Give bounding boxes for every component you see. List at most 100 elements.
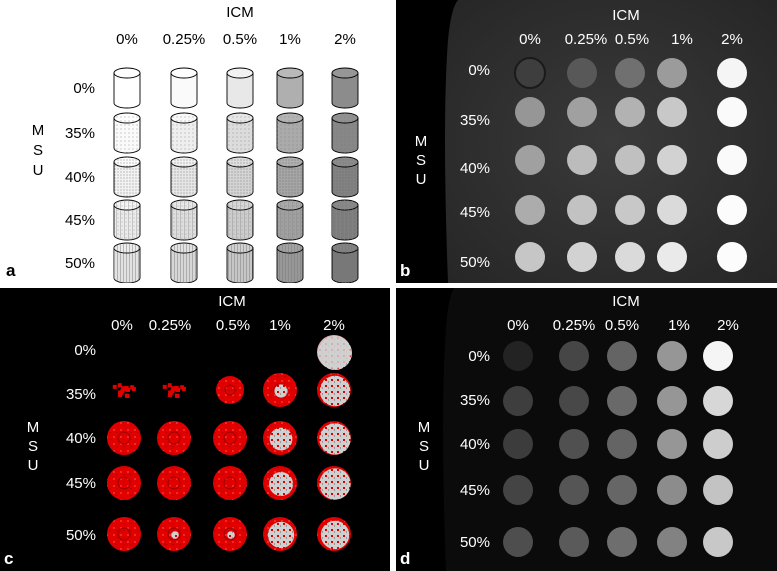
panel-b-msu-tick-1: 35% [460,112,490,129]
disk-r3-c0 [515,195,545,225]
disk-r0-c4 [717,58,747,88]
disk-r1-c2 [615,97,645,127]
disk-r4-c0 [503,527,533,557]
cylinder-r3-c2 [226,199,254,241]
overlay-disk-r1-c4 [317,373,351,407]
disk-r4-c3 [657,527,687,557]
disk-r2-c3 [657,145,687,175]
panel-b-icm-title: ICM [612,7,640,24]
disk-r3-c3 [657,475,687,505]
cylinder-r0-c4 [331,67,359,109]
overlay-disk-r2-c4 [317,421,351,455]
disk-r3-c0 [503,475,533,505]
cylinder-r4-c3 [276,242,304,283]
overlay-disk-r3-c4 [317,466,351,500]
disk-r1-c4 [717,97,747,127]
disk-r2-c2 [607,429,637,459]
cylinder-r4-c0 [113,242,141,283]
panel-d-msu-tick-0: 0% [468,348,490,365]
overlay-disk-r4-c4 [317,517,351,551]
cylinder-r4-c1 [170,242,198,283]
panel-d-icm-tick-3: 1% [668,317,690,334]
panel-b-icm-tick-4: 2% [721,31,743,48]
overlay-disk-r4-c3 [263,517,297,551]
panel-a-msu-tick-2: 40% [65,169,95,186]
panel-d-icm-tick-1: 0.25% [553,317,596,334]
panel-d-icm-tick-labels: 0% 0.25% 0.5% 1% 2% [507,317,739,334]
panel-c-icm-tick-1: 0.25% [149,317,192,334]
disk-r1-c0 [503,386,533,416]
cylinder-r3-c0 [113,199,141,241]
panel-c-msu-tick-0: 0% [74,342,96,359]
cylinder-r2-c0 [113,156,141,198]
cylinder-r1-c4 [331,112,359,154]
overlay-disk-r3-c2 [213,466,247,500]
disk-r0-c4 [703,341,733,371]
disk-r0-c2 [607,341,637,371]
disk-r4-c4 [717,242,747,272]
panel-b-msu-tick-4: 50% [460,254,490,271]
disk-r0-c3 [657,341,687,371]
overlay-disk-r0-c4 [317,335,352,370]
panel-a-msu-letter-1: S [33,142,43,159]
panel-c-icm-tick-4: 2% [323,317,345,334]
panel-a-msu-title: MSU [32,122,45,179]
panel-d-icm-tick-2: 0.5% [605,317,639,334]
panel-a-icm-tick-2: 0.5% [223,31,257,48]
panel-c-icm-title: ICM [218,293,246,310]
overlay-disk-r3-c1 [157,466,191,500]
disk-r1-c3 [657,386,687,416]
panel-b-icm-tick-labels: 0% 0.25% 0.5% 1% 2% [519,31,743,48]
disk-r3-c2 [607,475,637,505]
panel-d-msu-tick-2: 40% [460,436,490,453]
disk-r2-c1 [567,145,597,175]
cylinder-r1-c0 [113,112,141,154]
panel-b-sample-disks [514,57,747,272]
panel-c-msu-title: MSU [27,419,40,474]
disk-r1-c3 [657,97,687,127]
cylinder-r4-c2 [226,242,254,283]
panel-b-msu-tick-2: 40% [460,160,490,177]
overlay-disk-r2-c2 [213,421,247,455]
disk-r2-c2 [615,145,645,175]
cylinder-r1-c3 [276,112,304,154]
panel-a-icm-title: ICM [226,4,254,21]
panel-c-icm-tick-0: 0% [111,317,133,334]
panel-a-icm-tick-4: 2% [334,31,356,48]
panel-d-msu-letter-1: S [419,438,429,455]
cylinder-r3-c3 [276,199,304,241]
panel-c-msu-letter-2: U [28,457,39,474]
panel-d-msu-title: MSU [418,419,431,474]
cylinder-r3-c1 [170,199,198,241]
panel-d-icm-tick-0: 0% [507,317,529,334]
panel-a-icm-tick-labels: 0% 0.25% 0.5% 1% 2% [116,31,356,48]
cylinder-r1-c2 [226,112,254,154]
panel-b-icm-tick-0: 0% [519,31,541,48]
panel-b-msu-letter-0: M [415,133,428,150]
panel-d-msu-tick-labels: 0% 35% 40% 45% 50% [460,348,490,551]
panel-c-icm-tick-2: 0.5% [216,317,250,334]
disk-r3-c2 [615,195,645,225]
panel-c-sample-disks [107,335,352,551]
panel-b-label: b [400,261,410,280]
overlay-disk-r4-c0 [107,517,141,551]
panel-d-msu-tick-3: 45% [460,482,490,499]
panel-c-icm-tick-labels: 0% 0.25% 0.5% 1% 2% [111,317,345,334]
panel-c-msu-tick-labels: 0% 35% 40% 45% 50% [66,342,96,544]
panel-a-msu-tick-labels: 0% 35% 40% 45% 50% [65,80,95,272]
panel-a-msu-letter-2: U [33,162,44,179]
panel-d-msu-tick-4: 50% [460,534,490,551]
disk-r4-c3 [657,242,687,272]
overlay-disk-r4-c2 [213,517,247,551]
disk-r4-c0 [515,242,545,272]
panel-d-icm-tick-4: 2% [717,317,739,334]
panel-b-msu-tick-0: 0% [468,62,490,79]
disk-r3-c4 [703,475,733,505]
panel-a-msu-tick-4: 50% [65,255,95,272]
overlay-disk-r1-c1 [162,383,186,399]
panel-b-msu-title: MSU [415,133,428,188]
overlay-disk-r2-c3 [263,421,297,455]
panel-b-icm-tick-1: 0.25% [565,31,608,48]
